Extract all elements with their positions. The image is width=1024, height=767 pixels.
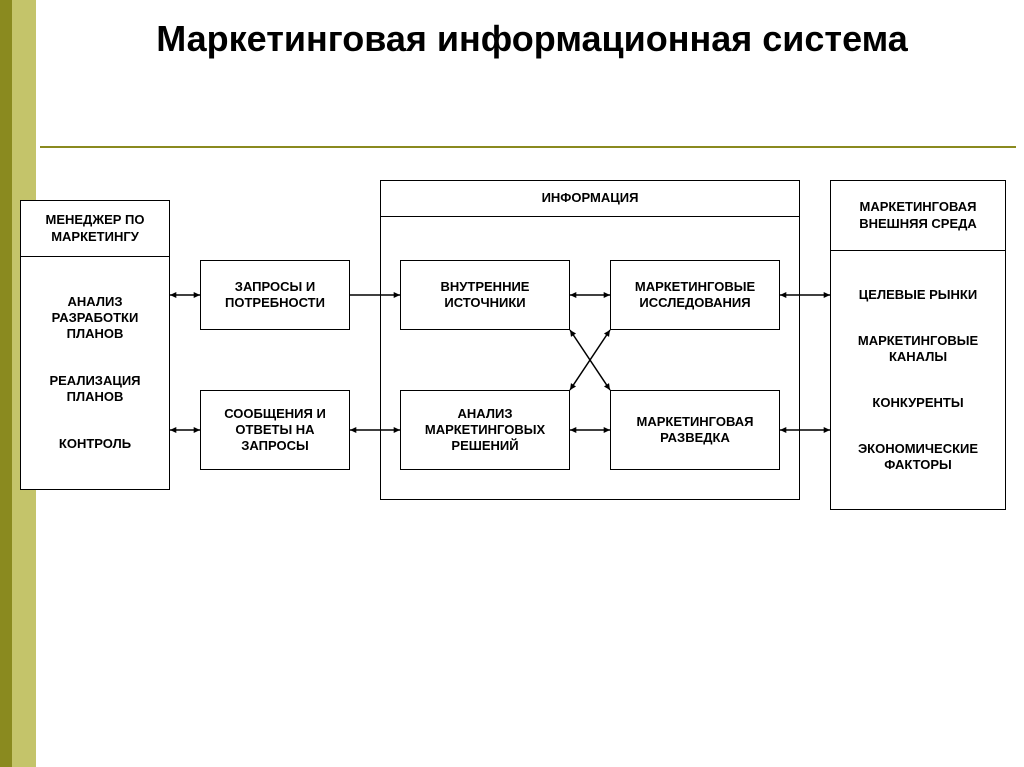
box-marketing-research: МАРКЕТИНГОВЫЕ ИССЛЕДОВАНИЯ — [610, 260, 780, 330]
box-info-header: ИНФОРМАЦИЯ — [381, 181, 799, 217]
env-item: КОНКУРЕНТЫ — [872, 395, 963, 411]
box-manager-body: АНАЛИЗ РАЗРАБОТКИ ПЛАНОВ РЕАЛИЗАЦИЯ ПЛАН… — [21, 257, 169, 489]
env-item: МАРКЕТИНГОВЫЕ КАНАЛЫ — [835, 333, 1001, 366]
box-internal-label: ВНУТРЕННИЕ ИСТОЧНИКИ — [407, 279, 563, 312]
box-research-label: МАРКЕТИНГОВЫЕ ИССЛЕДОВАНИЯ — [617, 279, 773, 312]
box-messages: СООБЩЕНИЯ И ОТВЕТЫ НА ЗАПРОСЫ — [200, 390, 350, 470]
box-analysis: АНАЛИЗ МАРКЕТИНГОВЫХ РЕШЕНИЙ — [400, 390, 570, 470]
env-item: ЭКОНОМИЧЕСКИЕ ФАКТОРЫ — [835, 441, 1001, 474]
diagram-area: МЕНЕДЖЕР ПО МАРКЕТИНГУ АНАЛИЗ РАЗРАБОТКИ… — [20, 180, 1006, 530]
box-env-body: ЦЕЛЕВЫЕ РЫНКИ МАРКЕТИНГОВЫЕ КАНАЛЫ КОНКУ… — [831, 251, 1005, 509]
box-requests: ЗАПРОСЫ И ПОТРЕБНОСТИ — [200, 260, 350, 330]
stripe-1 — [0, 0, 12, 767]
box-env-header: МАРКЕТИНГОВАЯ ВНЕШНЯЯ СРЕДА — [831, 181, 1005, 251]
title-underline — [40, 146, 1016, 148]
box-external-env: МАРКЕТИНГОВАЯ ВНЕШНЯЯ СРЕДА ЦЕЛЕВЫЕ РЫНК… — [830, 180, 1006, 510]
env-item: ЦЕЛЕВЫЕ РЫНКИ — [859, 287, 977, 303]
box-marketing-intel: МАРКЕТИНГОВАЯ РАЗВЕДКА — [610, 390, 780, 470]
manager-item: РЕАЛИЗАЦИЯ ПЛАНОВ — [25, 373, 165, 406]
box-internal-sources: ВНУТРЕННИЕ ИСТОЧНИКИ — [400, 260, 570, 330]
manager-item: АНАЛИЗ РАЗРАБОТКИ ПЛАНОВ — [25, 294, 165, 343]
box-intel-label: МАРКЕТИНГОВАЯ РАЗВЕДКА — [617, 414, 773, 447]
manager-item: КОНТРОЛЬ — [59, 436, 131, 452]
box-requests-label: ЗАПРОСЫ И ПОТРЕБНОСТИ — [207, 279, 343, 312]
box-manager-header: МЕНЕДЖЕР ПО МАРКЕТИНГУ — [21, 201, 169, 257]
box-manager: МЕНЕДЖЕР ПО МАРКЕТИНГУ АНАЛИЗ РАЗРАБОТКИ… — [20, 200, 170, 490]
box-analysis-label: АНАЛИЗ МАРКЕТИНГОВЫХ РЕШЕНИЙ — [407, 406, 563, 455]
box-messages-label: СООБЩЕНИЯ И ОТВЕТЫ НА ЗАПРОСЫ — [207, 406, 343, 455]
page-title: Маркетинговая информационная система — [60, 18, 1004, 59]
